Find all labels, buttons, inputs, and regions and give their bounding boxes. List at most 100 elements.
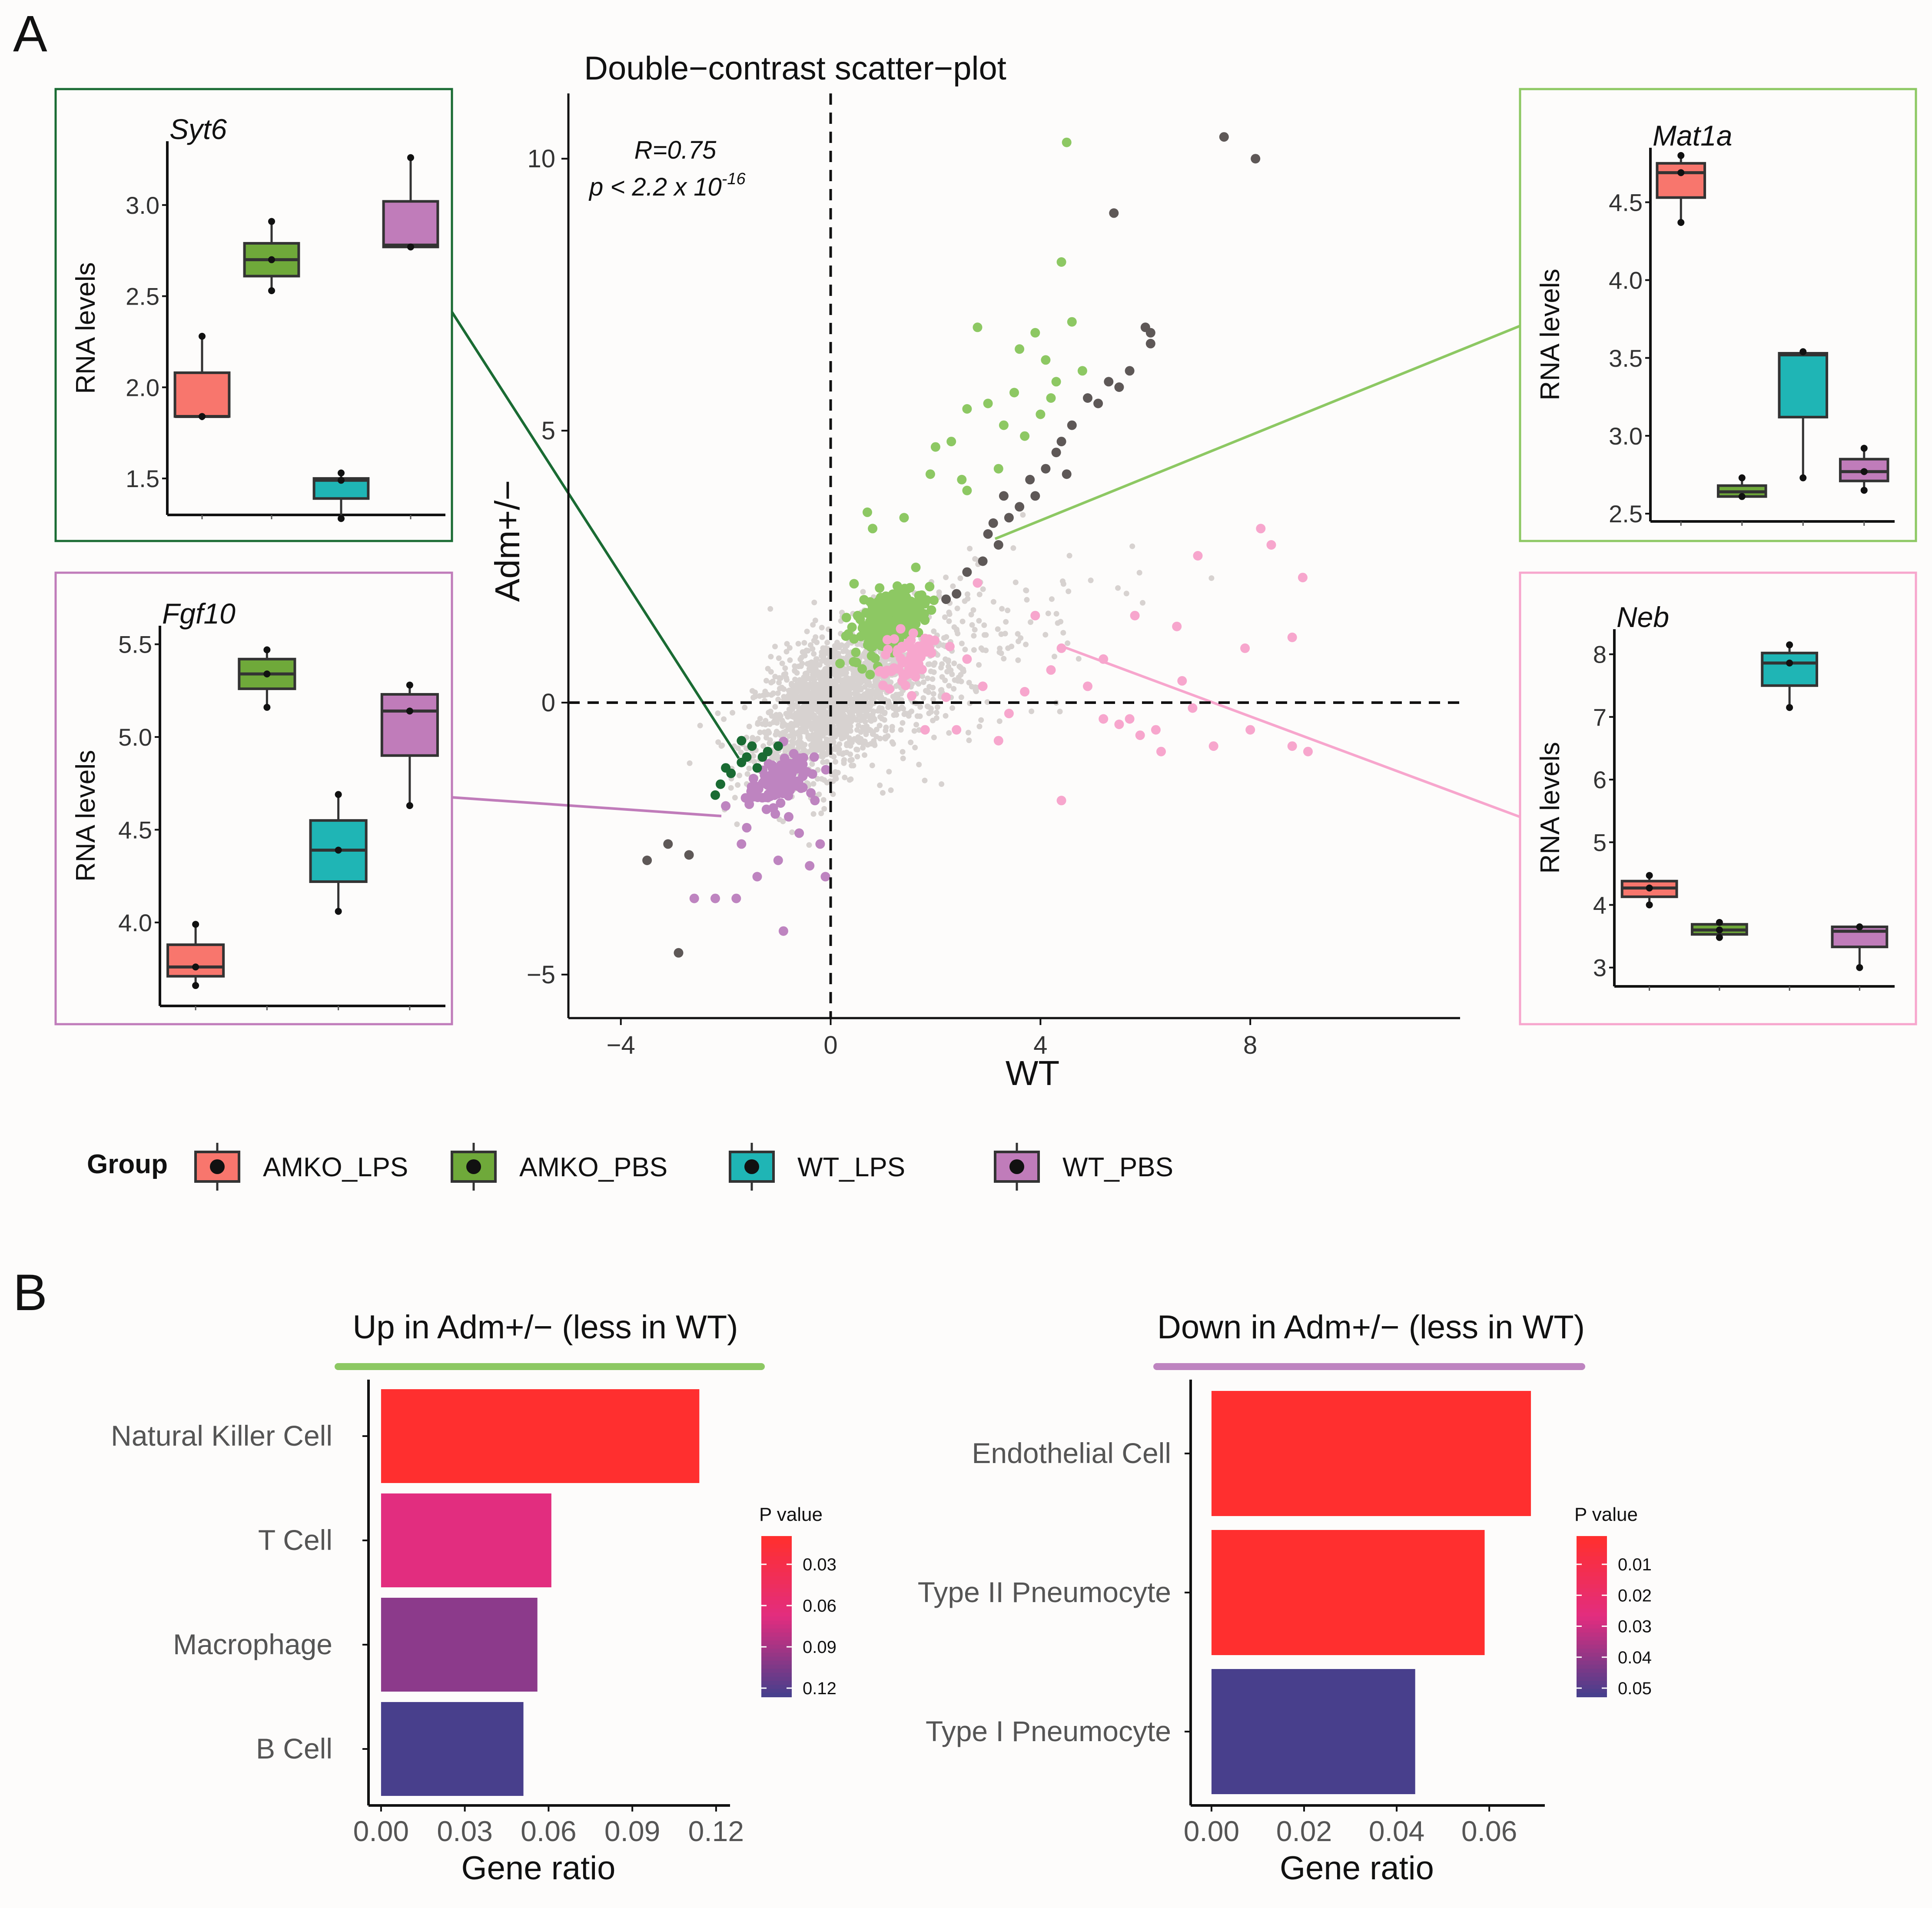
scatter-point-non-significant — [798, 663, 804, 669]
scatter-point-non-significant — [981, 632, 987, 638]
scatter-point-up-in-adm-only — [911, 562, 921, 572]
scatter-point-non-significant — [818, 810, 824, 816]
scatter-point-up-in-adm-only — [1056, 257, 1066, 267]
pvalue-legend-label: 0.06 — [803, 1596, 837, 1616]
scatter-point-non-significant — [750, 753, 757, 759]
scatter-point-non-significant — [728, 785, 734, 791]
scatter-point-non-significant — [928, 668, 934, 674]
scatter-point-up-in-adm-only — [835, 658, 845, 668]
scatter-point-non-significant — [916, 681, 922, 687]
pvalue-gradient-step — [761, 1636, 792, 1641]
box-data-point — [263, 670, 271, 677]
legend-items: AMKO_LPS AMKO_PBS WT_LPS WT_PBS — [194, 1143, 1173, 1191]
box-data-point — [338, 469, 345, 477]
scatter-point-up-in-adm-only — [847, 622, 857, 632]
inset-frame — [1519, 571, 1917, 1025]
scatter-point-non-significant — [959, 618, 966, 624]
scatter-point-non-significant — [943, 574, 949, 581]
scatter-point-non-significant — [697, 723, 703, 729]
scatter-point-non-significant — [951, 624, 957, 630]
bar-charts: Up in Adm+/− (less in WT) Natural Killer … — [111, 1309, 1652, 1887]
pvalue-gradient-step — [761, 1672, 792, 1677]
scatter-point-up-in-both — [1083, 393, 1092, 403]
box-data-point — [338, 477, 345, 484]
scatter-point-non-significant — [981, 622, 987, 628]
pvalue-legend-label: 0.12 — [803, 1679, 837, 1698]
scatter-point-non-significant — [757, 716, 763, 722]
pvalue-gradient-step — [1577, 1600, 1607, 1605]
pvalue-gradient-step — [761, 1544, 792, 1549]
scatter-point-non-significant — [846, 735, 852, 741]
scatter-point-non-significant — [810, 811, 817, 817]
scatter-point-non-significant — [812, 617, 818, 624]
bar-x-tick-label: 0.12 — [688, 1815, 744, 1847]
box-data-point — [1646, 872, 1653, 879]
scatter-point-non-significant — [836, 725, 842, 731]
scatter-point-up-in-adm-only — [895, 598, 905, 608]
scatter-point-non-significant — [795, 640, 801, 647]
scatter-point-non-significant — [777, 712, 783, 718]
scatter-point-non-significant — [931, 628, 937, 634]
scatter-point-non-significant — [820, 682, 827, 688]
scatter-point-up-in-adm-only — [1046, 393, 1056, 403]
scatter-point-non-significant — [809, 709, 815, 715]
scatter-point-up-in-wt-only — [973, 578, 983, 588]
box-data-point — [1860, 468, 1868, 475]
box-data-point — [1716, 919, 1723, 926]
box-data-point — [1786, 704, 1793, 711]
box-data-point — [268, 287, 275, 294]
bar-category-label: Endothelial Cell — [972, 1437, 1171, 1469]
scatter-point-non-significant — [785, 714, 791, 720]
scatter-point-up-in-both — [1109, 208, 1119, 218]
scatter-point-up-in-adm-only — [983, 398, 993, 408]
scatter-point-non-significant — [837, 643, 843, 649]
box-data-point — [1799, 348, 1807, 355]
scatter-point-non-significant — [959, 640, 965, 647]
scatter-point-non-significant — [938, 664, 944, 670]
scatter-x-tick-label: 0 — [823, 1031, 837, 1059]
scatter-point-up-in-both — [988, 518, 998, 528]
scatter-point-non-significant — [864, 694, 870, 700]
scatter-point-non-significant — [834, 716, 840, 722]
scatter-point-non-significant — [805, 648, 811, 654]
legend-title: Group — [87, 1149, 168, 1179]
scatter-point-up-in-wt-only — [1287, 632, 1297, 642]
scatter-point-down-in-adm-only — [810, 796, 820, 806]
bar-x-tick-label: 0.02 — [1276, 1815, 1332, 1847]
scatter-point-up-in-adm-only — [907, 620, 917, 630]
scatter-point-up-in-wt-only — [1298, 573, 1308, 583]
scatter-point-up-in-wt-only — [1177, 676, 1187, 686]
scatter-point-non-significant — [843, 694, 849, 700]
scatter-point-non-significant — [941, 635, 947, 641]
scatter-point-non-significant — [802, 729, 808, 735]
scatter-point-up-in-wt-only — [1046, 665, 1056, 675]
scatter-point-non-significant — [841, 677, 847, 683]
scatter-point-non-significant — [962, 647, 968, 653]
pvalue-gradient-step — [1577, 1644, 1607, 1649]
pvalue-gradient-step — [761, 1548, 792, 1553]
scatter-point-up-in-wt-only — [1266, 540, 1276, 550]
scatter-point-up-in-wt-only — [906, 650, 916, 660]
scatter-point-non-significant — [841, 667, 847, 674]
scatter-point-non-significant — [1136, 570, 1142, 576]
scatter-point-down-in-adm-only — [746, 786, 756, 796]
scatter-point-non-significant — [797, 677, 803, 683]
scatter-point-down-in-adm-only — [806, 788, 816, 798]
scatter-point-up-in-adm-only — [871, 619, 881, 629]
scatter-point-non-significant — [767, 606, 773, 612]
scatter-point-non-significant — [802, 704, 808, 710]
box-data-point — [199, 332, 206, 340]
scatter-point-up-in-adm-only — [1067, 317, 1077, 327]
scatter-point-up-in-both — [1030, 491, 1040, 501]
scatter-point-down-in-adm-only — [740, 793, 750, 803]
scatter-y-label: Adm+/− — [488, 480, 527, 602]
scatter-point-non-significant — [995, 626, 1001, 632]
scatter-point-non-significant — [813, 737, 819, 743]
pvalue-gradient-step — [1577, 1692, 1607, 1697]
scatter-point-non-significant — [782, 665, 788, 671]
scatter-point-non-significant — [792, 677, 798, 683]
box-data-point — [335, 791, 342, 798]
scatter-point-non-significant — [867, 717, 873, 723]
pvalue-gradient-step — [761, 1616, 792, 1621]
scatter-point-non-significant — [1024, 597, 1030, 603]
